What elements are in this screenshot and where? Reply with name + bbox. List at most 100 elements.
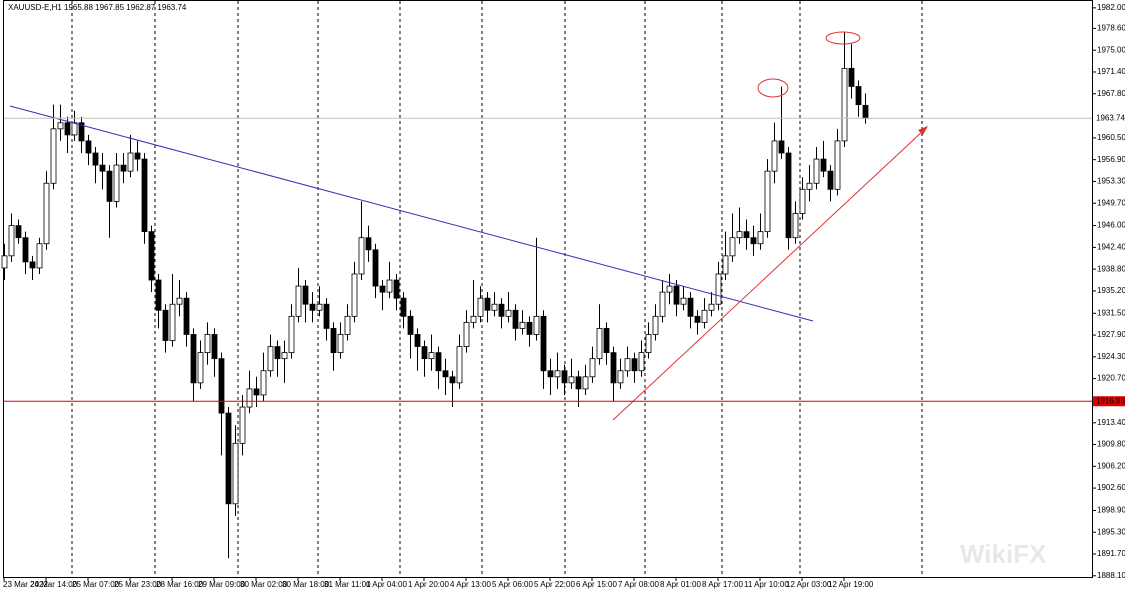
candle-body	[71, 122, 78, 136]
candle-body	[358, 237, 365, 275]
y-tick-label: 1920.70	[1097, 374, 1125, 383]
y-tick-label: 1949.70	[1097, 198, 1125, 207]
candle-body	[43, 182, 50, 245]
candle-body	[778, 140, 785, 154]
candle-body	[442, 370, 449, 378]
x-tick-label: 24 Mar 14:00	[30, 580, 78, 589]
candle-body	[834, 140, 841, 190]
candle-body	[162, 309, 169, 341]
candle-body	[106, 170, 113, 202]
watermark: WikiFX	[960, 539, 1047, 569]
candle-body	[715, 273, 722, 305]
candle-body	[645, 334, 652, 354]
candle-body	[799, 188, 806, 214]
x-tick-label: 29 Mar 09:00	[198, 580, 246, 589]
candle-body	[1, 255, 8, 269]
candle-body	[771, 140, 778, 172]
candle-body	[862, 104, 869, 119]
candle-body	[764, 170, 771, 233]
candle-body	[820, 158, 827, 172]
highlight-ellipse	[757, 78, 789, 98]
candle-body	[386, 279, 393, 293]
x-tick-label: 8 Apr 01:00	[660, 580, 701, 589]
candle-body	[638, 352, 645, 372]
x-tick-label: 23 Mar 2022	[3, 580, 48, 589]
candle-body	[470, 315, 477, 323]
candle-body	[554, 370, 561, 378]
x-tick-label: 4 Apr 13:00	[450, 580, 491, 589]
candle-body	[743, 231, 750, 239]
candle-body	[498, 303, 505, 317]
candle-body	[302, 285, 309, 305]
candle-body	[64, 122, 71, 136]
x-tick-label: 30 Mar 02:00	[240, 580, 288, 589]
candle-body	[372, 249, 379, 287]
y-tick-label: 1938.80	[1097, 264, 1125, 273]
x-tick-label: 1 Apr 04:00	[366, 580, 407, 589]
candle-body	[652, 315, 659, 335]
y-tick-label: 1967.80	[1097, 89, 1125, 98]
candle-body	[722, 255, 729, 275]
y-tick-label: 1927.90	[1097, 330, 1125, 339]
candle-body	[211, 334, 218, 360]
candle-body	[757, 231, 764, 245]
candle-body	[316, 303, 323, 311]
candle-body	[351, 273, 358, 317]
y-tick-label: 1888.10	[1097, 571, 1125, 580]
candle-body	[50, 128, 57, 184]
candle-body	[78, 122, 85, 142]
candle-body	[806, 182, 813, 190]
x-tick-label: 12 Apr 19:00	[828, 580, 874, 589]
x-tick-label: 11 Apr 10:00	[744, 580, 789, 589]
candle-body	[680, 297, 687, 305]
candle-body	[736, 231, 743, 239]
downtrend-line	[9, 105, 814, 322]
x-tick-label: 12 Apr 03:00	[786, 580, 832, 589]
candle-body	[274, 346, 281, 360]
candle-body	[92, 152, 99, 166]
candle-body	[659, 291, 666, 317]
candle-body	[267, 346, 274, 372]
candle-body	[421, 346, 428, 360]
candle-body	[855, 86, 862, 106]
candle-body	[190, 334, 197, 384]
y-tick-label: 1924.30	[1097, 352, 1125, 361]
candle-body	[785, 152, 792, 239]
uptrend-line	[612, 129, 925, 421]
candle-body	[204, 334, 211, 354]
candle-body	[603, 328, 610, 354]
candle-body	[827, 170, 834, 190]
candles	[1, 32, 869, 559]
candle-body	[281, 352, 288, 360]
candle-body	[701, 309, 708, 323]
candle-body	[582, 376, 589, 390]
x-tick-label: 28 Mar 16:00	[156, 580, 204, 589]
candle-body	[288, 315, 295, 354]
y-tick-label: 1895.30	[1097, 527, 1125, 536]
x-tick-label: 31 Mar 11:00	[324, 580, 371, 589]
candle-body	[344, 315, 351, 335]
candle-body	[232, 442, 239, 505]
candle-body	[330, 328, 337, 354]
candle-body	[547, 370, 554, 378]
candle-body	[631, 358, 638, 372]
x-tick-label: 1 Apr 20:00	[408, 580, 449, 589]
candle-body	[512, 309, 519, 329]
y-tick-label: 1978.60	[1097, 24, 1125, 33]
candle-body	[246, 388, 253, 408]
candle-body	[218, 358, 225, 414]
price-label: 1963.74	[1096, 113, 1125, 122]
candle-body	[36, 243, 43, 269]
candle-body	[568, 376, 575, 384]
candle-body	[841, 67, 848, 142]
y-tick-label: 1982.00	[1097, 3, 1125, 12]
candle-body	[365, 237, 372, 251]
candle-body	[729, 237, 736, 257]
candle-body	[85, 140, 92, 154]
candle-body	[456, 346, 463, 384]
candle-body	[260, 370, 267, 396]
candle-body	[561, 370, 568, 384]
x-tick-label: 25 Mar 23:00	[114, 580, 162, 589]
candle-body	[155, 279, 162, 311]
